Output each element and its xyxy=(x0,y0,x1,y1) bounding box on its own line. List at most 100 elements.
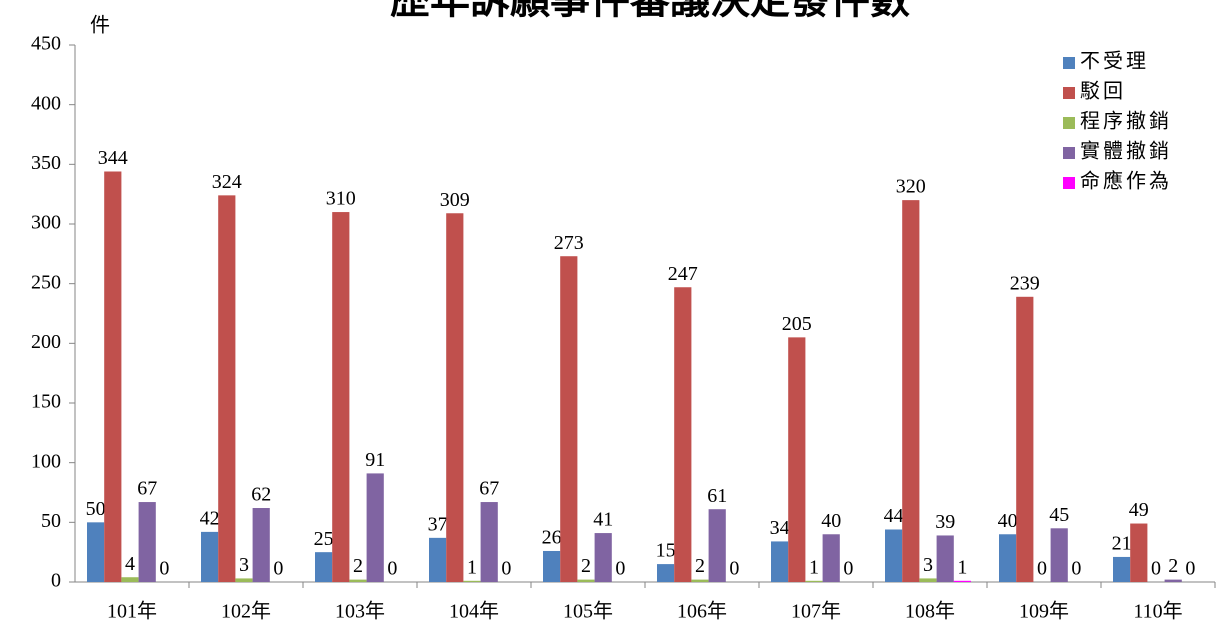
data-label: 0 xyxy=(1185,558,1195,580)
x-tick-label: 103年 xyxy=(335,600,385,623)
data-label: 2 xyxy=(581,555,591,577)
bar xyxy=(332,212,350,583)
y-tick-label: 150 xyxy=(31,391,61,413)
bar xyxy=(1130,523,1148,582)
bar xyxy=(463,580,481,582)
legend-swatch xyxy=(1063,147,1075,159)
x-tick-label: 102年 xyxy=(221,600,271,623)
data-label: 4 xyxy=(125,553,135,575)
bar xyxy=(885,529,903,582)
bar xyxy=(104,171,122,582)
data-label: 40 xyxy=(821,510,841,532)
data-label: 310 xyxy=(326,188,356,210)
bar xyxy=(919,578,937,582)
data-label: 2 xyxy=(695,555,705,577)
data-label: 3 xyxy=(923,554,933,576)
legend-swatch xyxy=(1063,87,1075,99)
data-label: 0 xyxy=(387,558,397,580)
y-tick-label: 300 xyxy=(31,212,61,234)
data-label: 34 xyxy=(770,517,790,539)
bar xyxy=(771,541,789,582)
data-label: 50 xyxy=(86,498,106,520)
data-label: 0 xyxy=(843,558,853,580)
bar xyxy=(201,531,219,582)
bar xyxy=(446,213,464,582)
legend-label: 駁回 xyxy=(1080,80,1126,103)
data-label: 1 xyxy=(809,556,819,578)
data-label: 49 xyxy=(1129,499,1149,521)
legend-label: 不受理 xyxy=(1080,50,1149,73)
x-tick-label: 101年 xyxy=(107,600,157,623)
data-label: 0 xyxy=(1151,558,1161,580)
data-label: 15 xyxy=(656,540,676,562)
data-label: 45 xyxy=(1049,504,1069,526)
data-label: 91 xyxy=(365,449,385,471)
y-tick-label: 0 xyxy=(51,570,61,592)
bar xyxy=(674,287,692,582)
data-label: 42 xyxy=(200,507,220,529)
x-tick-label: 106年 xyxy=(677,600,727,623)
data-label: 67 xyxy=(479,478,499,500)
data-label: 0 xyxy=(1071,558,1081,580)
data-label: 2 xyxy=(353,555,363,577)
x-tick-label: 107年 xyxy=(791,600,841,623)
bar xyxy=(138,502,156,582)
data-label: 26 xyxy=(542,527,562,549)
data-label: 309 xyxy=(440,189,470,211)
data-label: 0 xyxy=(273,558,283,580)
bar xyxy=(708,509,726,582)
y-tick-label: 50 xyxy=(41,510,61,532)
y-tick-label: 100 xyxy=(31,450,61,472)
legend-label: 命應作為 xyxy=(1080,169,1172,193)
x-tick-label: 110年 xyxy=(1133,600,1182,623)
data-label: 344 xyxy=(98,147,128,169)
data-label: 247 xyxy=(668,263,698,285)
bar xyxy=(235,578,253,582)
bar xyxy=(902,200,920,582)
data-label: 273 xyxy=(554,232,584,254)
bar xyxy=(1113,556,1131,582)
bar xyxy=(543,550,561,582)
data-label: 0 xyxy=(501,558,511,580)
data-label: 62 xyxy=(251,484,271,506)
bar xyxy=(252,508,270,582)
chart-title: 歷年訴願事件審議決定發件數 xyxy=(390,0,910,22)
bar xyxy=(657,564,675,582)
bar xyxy=(121,577,139,582)
data-label: 44 xyxy=(884,505,904,527)
y-tick-label: 250 xyxy=(31,271,61,293)
y-axis-label: 件 xyxy=(90,14,110,37)
data-label: 40 xyxy=(998,510,1018,532)
x-tick-label: 108年 xyxy=(905,600,955,623)
bar xyxy=(218,195,236,583)
data-label: 205 xyxy=(782,313,812,335)
bar xyxy=(1050,528,1068,582)
data-label: 0 xyxy=(729,558,739,580)
legend-swatch xyxy=(1063,117,1075,129)
bar xyxy=(87,522,105,582)
bar xyxy=(936,535,954,582)
bar xyxy=(480,502,498,582)
bar xyxy=(953,580,971,582)
data-label: 25 xyxy=(314,528,334,550)
data-label: 2 xyxy=(1168,555,1178,577)
bar xyxy=(577,579,595,582)
legend-label: 程序撤銷 xyxy=(1080,110,1172,133)
data-label: 21 xyxy=(1112,533,1132,555)
data-label: 61 xyxy=(707,485,727,507)
legend-swatch xyxy=(1063,177,1075,189)
y-tick-label: 400 xyxy=(31,92,61,114)
bar xyxy=(429,537,447,582)
data-label: 0 xyxy=(1037,558,1047,580)
data-label: 0 xyxy=(615,558,625,580)
bar xyxy=(349,579,367,582)
bar xyxy=(594,533,612,582)
bar xyxy=(1164,579,1182,582)
x-tick-label: 109年 xyxy=(1019,600,1069,623)
bar xyxy=(805,580,823,582)
bar xyxy=(691,579,709,582)
data-label: 67 xyxy=(137,478,157,500)
x-tick-label: 104年 xyxy=(449,600,499,623)
data-label: 324 xyxy=(212,171,242,193)
